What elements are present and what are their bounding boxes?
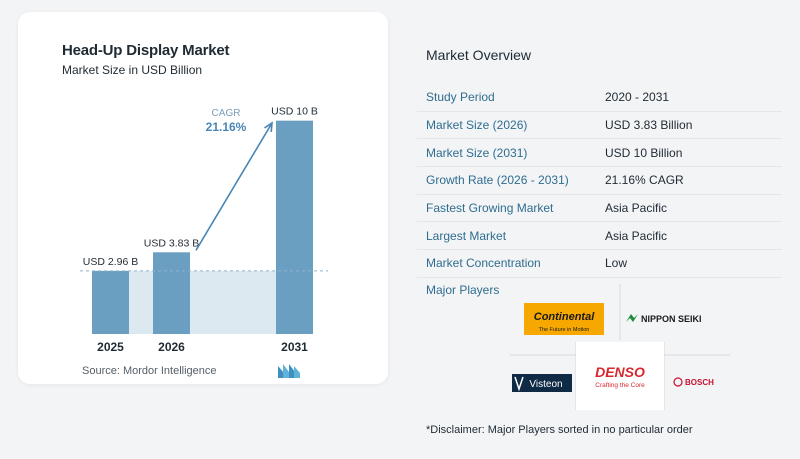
overview-value: Low bbox=[605, 256, 628, 271]
overview-row: Study Period 2020 - 2031 bbox=[417, 84, 782, 112]
overview-row: Market Size (2026) USD 3.83 Billion bbox=[417, 112, 782, 140]
svg-text:Continental: Continental bbox=[534, 311, 595, 323]
cagr-arrow-head bbox=[264, 121, 273, 133]
overview-label: Growth Rate (2026 - 2031) bbox=[426, 173, 569, 188]
bar bbox=[276, 120, 313, 335]
overview-value: USD 3.83 Billion bbox=[605, 118, 693, 133]
chart-subtitle: Market Size in USD Billion bbox=[62, 63, 203, 77]
mordor-logo-icon bbox=[278, 364, 300, 378]
overview-label: Fastest Growing Market bbox=[426, 201, 554, 216]
overview-label: Study Period bbox=[426, 90, 495, 105]
nippon-seiki-logo-icon: NIPPON SEIKI bbox=[626, 314, 702, 324]
svg-text:Visteon: Visteon bbox=[529, 379, 562, 390]
disclaimer-text: *Disclaimer: Major Players sorted in no … bbox=[426, 424, 693, 436]
major-players-logos: Continental The Future in Motion NIPPON … bbox=[510, 284, 730, 410]
bar bbox=[92, 270, 129, 334]
overview-title: Market Overview bbox=[426, 47, 532, 63]
overview-label: Market Size (2031) bbox=[426, 145, 528, 160]
x-tick-label: 2026 bbox=[158, 340, 185, 354]
overview-value: 2020 - 2031 bbox=[605, 90, 670, 105]
visteon-logo-icon: Visteon bbox=[512, 374, 572, 392]
x-tick-label: 2031 bbox=[281, 340, 308, 354]
cagr-label: CAGR bbox=[212, 108, 241, 119]
svg-text:The Future in Motion: The Future in Motion bbox=[539, 327, 590, 333]
overview-value: Asia Pacific bbox=[605, 201, 668, 216]
bar-data-label: USD 2.96 B bbox=[83, 256, 138, 268]
cagr-arrow bbox=[195, 122, 273, 251]
overview-value: Asia Pacific bbox=[605, 228, 668, 243]
overview-row: Growth Rate (2026 - 2031) 21.16% CAGR bbox=[417, 167, 782, 195]
overview-label: Market Concentration bbox=[426, 256, 541, 271]
major-players-label: Major Players bbox=[426, 283, 500, 297]
overview-row: Fastest Growing Market Asia Pacific bbox=[417, 195, 782, 223]
svg-text:DENSO: DENSO bbox=[595, 364, 645, 380]
overview-row: Market Concentration Low bbox=[417, 250, 782, 278]
chart-title: Head-Up Display Market bbox=[62, 42, 230, 59]
overview-label: Largest Market bbox=[426, 228, 507, 243]
svg-text:NIPPON SEIKI: NIPPON SEIKI bbox=[641, 314, 702, 324]
denso-logo-icon: DENSO Crafting the Core bbox=[576, 342, 664, 410]
overview-label: Market Size (2026) bbox=[426, 118, 528, 133]
x-tick-label: 2025 bbox=[97, 340, 124, 354]
overview-value: USD 10 Billion bbox=[605, 145, 683, 160]
svg-text:Crafting the Core: Crafting the Core bbox=[595, 382, 645, 389]
overview-table: Study Period 2020 - 2031 Market Size (202… bbox=[417, 84, 782, 278]
source-text: Source: Mordor Intelligence bbox=[82, 365, 217, 377]
overview-row: Market Size (2031) USD 10 Billion bbox=[417, 139, 782, 168]
bosch-logo-icon: BOSCH bbox=[673, 377, 714, 387]
bar-data-label: USD 10 B bbox=[271, 106, 318, 118]
continental-logo-icon: Continental The Future in Motion bbox=[524, 303, 604, 335]
cagr-value: 21.16% bbox=[206, 120, 247, 134]
bar-data-label: USD 3.83 B bbox=[144, 237, 199, 249]
bar-chart: USD 2.96 B 2025 USD 3.83 B 2026 USD 10 B 2031… bbox=[80, 106, 328, 354]
bar bbox=[153, 252, 190, 334]
overview-row: Largest Market Asia Pacific bbox=[417, 222, 782, 251]
overview-value: 21.16% CAGR bbox=[605, 173, 684, 188]
svg-text:BOSCH: BOSCH bbox=[685, 378, 714, 387]
